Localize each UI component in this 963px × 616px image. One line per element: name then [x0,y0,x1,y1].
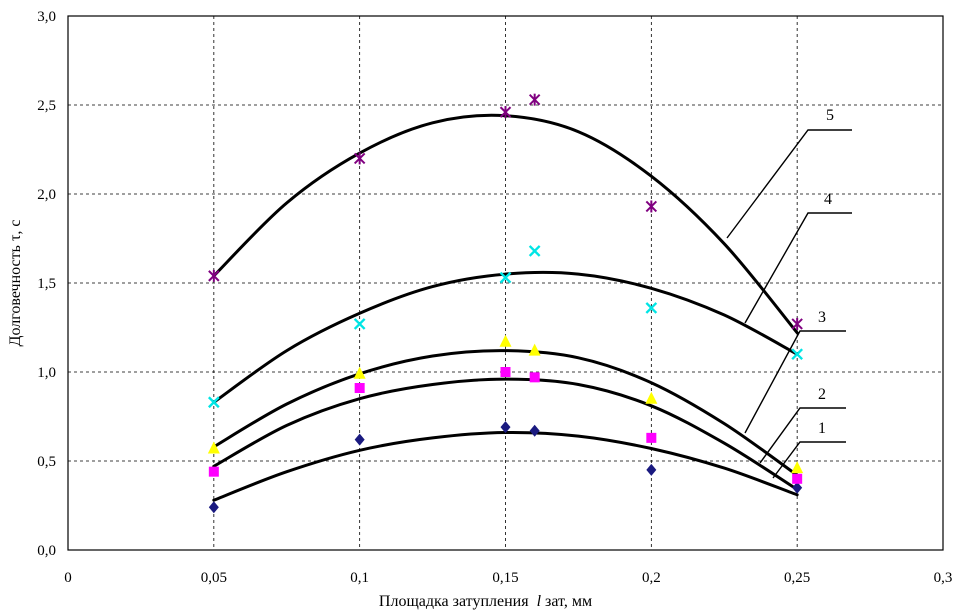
x-axis-title-text: Площадка затупления [379,593,529,610]
data-point-series-1 [500,421,511,434]
x-tick-label: 0,1 [350,570,369,586]
leader-line [772,441,846,479]
y-axis-title: Долговечность τ, с [7,220,24,347]
x-axis-title-symbol: l [537,593,542,610]
curve-label-3: 3 [744,309,846,434]
data-point-series-2 [792,473,803,484]
leaders-layer: 1 2 3 4 5 [726,107,852,479]
data-point-series-3 [207,441,220,454]
curve-label-2: 2 [759,386,846,464]
data-point-series-1 [529,424,540,437]
y-tick-label: 3,0 [37,9,56,25]
x-axis-title: Площадка затупления l зат, мм [379,593,592,610]
data-point-series-4 [353,318,366,330]
leader-line [726,129,852,239]
curve-label-4: 4 [744,191,852,324]
data-point-series-4 [791,348,804,361]
y-tick-label: 0,0 [37,543,56,559]
data-point-series-1 [208,501,219,514]
data-point-series-4 [645,302,658,314]
y-tick-label: 2,5 [37,98,56,114]
curve-label-1: 1 [772,420,846,479]
leader-line [744,330,846,434]
data-point-series-3 [791,461,804,474]
y-tick-label: 1,5 [37,276,56,292]
data-point-series-5 [791,317,803,330]
data-point-series-3 [528,343,541,356]
data-point-series-5 [645,200,658,213]
fit-curve-series-4 [212,270,799,404]
data-point-series-2 [646,432,657,443]
data-point-series-2 [500,367,511,377]
data-point-series-4 [207,396,220,409]
fit-curve-series-3 [212,349,799,477]
plot-frame [67,15,944,551]
data-point-series-3 [353,366,366,379]
data-point-series-4 [499,271,512,284]
x-tick-label: 0,15 [492,570,518,586]
data-point-series-2 [354,383,365,394]
data-point-series-1 [354,433,365,446]
curve-number-label: 5 [826,107,834,124]
data-point-series-4 [528,245,541,257]
curve-label-5: 5 [726,107,852,239]
data-point-series-1 [646,463,657,476]
markers-layer [207,93,804,514]
leader-line [744,212,852,324]
y-tick-label: 1,0 [37,365,56,381]
x-tick-label: 0,05 [201,570,227,586]
data-point-series-3 [499,334,512,347]
data-point-series-5 [208,269,220,282]
curve-number-label: 3 [818,309,826,326]
curve-number-label: 1 [818,420,826,437]
x-tick-label: 0,25 [784,570,810,586]
grid-layer [68,16,943,550]
data-point-series-2 [208,466,219,477]
y-tick-label: 2,0 [37,187,56,203]
data-point-series-5 [353,152,366,165]
x-axis-title-sub: зат, мм [545,593,592,610]
data-point-series-5 [528,93,541,106]
leader-line [759,407,846,464]
x-tick-label: 0 [64,570,72,586]
data-point-series-1 [792,481,803,494]
curve-number-label: 4 [824,191,832,208]
y-tick-label: 0,5 [37,454,56,470]
axis-layer: 0,0 0,5 1,0 1,5 2,0 2,5 3,0 0 0,05 0,1 0,15 0,2 0,25… [37,9,952,586]
x-tick-label: 0,3 [934,570,953,586]
data-point-series-3 [645,391,658,404]
x-tick-label: 0,2 [642,570,661,586]
curve-number-label: 2 [818,386,826,403]
data-point-series-2 [529,372,540,383]
data-point-series-5 [499,106,512,119]
fit-curve-series-2 [212,377,799,491]
